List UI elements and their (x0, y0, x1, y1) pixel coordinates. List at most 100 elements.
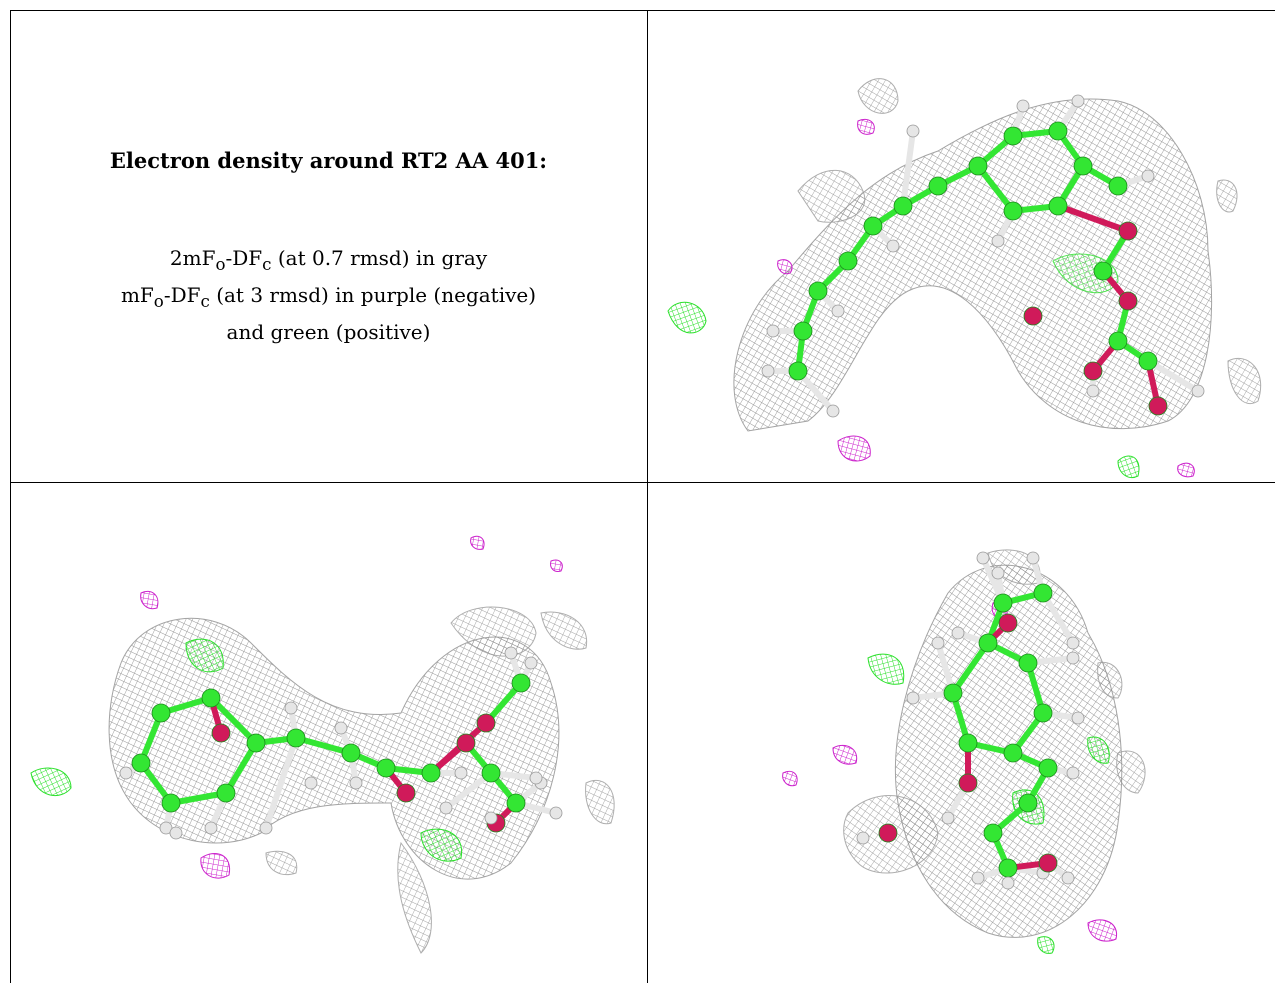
carbon-atom (943, 683, 963, 703)
oxygen-atom (456, 733, 476, 753)
hydrogen-atom (524, 656, 538, 670)
hydrogen-atom (941, 811, 955, 825)
hydrogen-atom (304, 776, 318, 790)
atoms-bottom-left (119, 646, 563, 840)
carbon-atom (793, 321, 813, 341)
hydrogen-atom (991, 566, 1005, 580)
bond (950, 640, 991, 696)
carbon-atom (978, 633, 998, 653)
atoms-top-right (761, 94, 1205, 418)
legend-line-fo-fc: mFo-DFc (at 3 rmsd) in purple (negative) (120, 282, 537, 311)
hydrogen-atom (504, 646, 518, 660)
hydrogen-atom (1026, 551, 1040, 565)
legend-line-positive: and green (positive) (226, 319, 431, 344)
carbon-atom (131, 753, 151, 773)
carbon-atom (161, 793, 181, 813)
density-view-top-right (648, 11, 1275, 482)
carbon-atom (1038, 758, 1058, 778)
carbon-atom (1093, 261, 1113, 281)
grid-middle-vertical (647, 10, 648, 983)
carbon-atom (863, 216, 883, 236)
oxygen-atom (1083, 361, 1103, 381)
carbon-atom (1003, 126, 1023, 146)
hydrogen-atom (906, 691, 920, 705)
oxygen-atom (958, 773, 978, 793)
bond (900, 128, 916, 209)
hydrogen-atom (284, 701, 298, 715)
oxygen-atom (1023, 306, 1043, 326)
hydrogen-atom (1066, 651, 1080, 665)
hydrogen-atom (1016, 99, 1030, 113)
hydrogen-atom (259, 821, 273, 835)
hydrogen-atom (976, 551, 990, 565)
hydrogen-atom (1071, 94, 1085, 108)
molecule-render-top-right (667, 78, 1262, 478)
hydrogen-atom (1086, 384, 1100, 398)
hydrogen-atom (439, 801, 453, 815)
carbon-atom (788, 361, 808, 381)
carbon-atom (1048, 121, 1068, 141)
carbon-atom (838, 251, 858, 271)
carbon-atom (958, 733, 978, 753)
hydrogen-atom (334, 721, 348, 735)
carbon-atom (893, 196, 913, 216)
oxygen-atom (1038, 853, 1058, 873)
carbon-atom (421, 763, 441, 783)
hydrogen-atom (761, 364, 775, 378)
carbon-atom (286, 728, 306, 748)
hydrogen-atom (831, 304, 845, 318)
carbon-atom (983, 823, 1003, 843)
hydrogen-atom (169, 826, 183, 840)
carbon-atom (151, 703, 171, 723)
hydrogen-atom (1061, 871, 1075, 885)
bond (293, 735, 354, 756)
hydrogen-atom (1191, 384, 1205, 398)
carbon-atom (1018, 793, 1038, 813)
carbon-atom (993, 593, 1013, 613)
hydrogen-atom (1066, 766, 1080, 780)
oxygen-atom (1118, 291, 1138, 311)
carbon-atom (1003, 201, 1023, 221)
hydrogen-atom (529, 771, 543, 785)
grid-top (10, 10, 1275, 11)
carbon-atom (968, 156, 988, 176)
hydrogen-atom (549, 806, 563, 820)
bond (208, 695, 259, 746)
density-view-bottom-right (648, 483, 1275, 983)
oxygen-atom (1118, 221, 1138, 241)
carbon-atom (1033, 703, 1053, 723)
hydrogen-atom (906, 124, 920, 138)
carbon-atom (246, 733, 266, 753)
carbon-atom (998, 858, 1018, 878)
hydrogen-atom (1066, 636, 1080, 650)
carbon-atom (376, 758, 396, 778)
carbon-atom (1108, 331, 1128, 351)
hydrogen-atom (886, 239, 900, 253)
oxygen-atom (1148, 396, 1168, 416)
hydrogen-atom (766, 324, 780, 338)
oxygen-atom (878, 823, 898, 843)
molecule-render-bottom-right (782, 549, 1146, 954)
caption-cell: Electron density around RT2 AA 401: 2mFo… (10, 12, 647, 482)
carbon-atom (1048, 196, 1068, 216)
oxygen-atom (476, 713, 496, 733)
carbon-atom (341, 743, 361, 763)
oxygen-atom (998, 613, 1018, 633)
bond (1145, 358, 1201, 394)
hydrogen-atom (119, 766, 133, 780)
carbon-atom (1018, 653, 1038, 673)
carbon-atom (506, 793, 526, 813)
carbon-atom (1003, 743, 1023, 763)
hydrogen-atom (484, 811, 498, 825)
carbon-atom (216, 783, 236, 803)
bond (263, 735, 299, 831)
molecule-render-bottom-left (30, 535, 615, 954)
oxygen-atom (211, 723, 231, 743)
carbon-atom (808, 281, 828, 301)
atoms-bottom-right (856, 551, 1085, 890)
carbon-atom (1073, 156, 1093, 176)
hydrogen-atom (931, 636, 945, 650)
hydrogen-atom (971, 871, 985, 885)
carbon-atom (1108, 176, 1128, 196)
grid-middle-horizontal (10, 482, 1275, 483)
